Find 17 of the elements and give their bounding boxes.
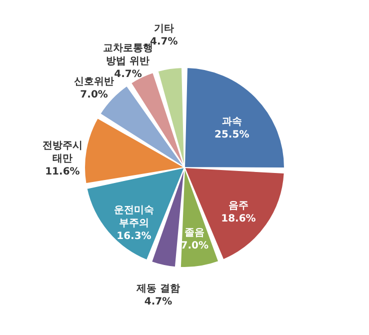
slice-label: 교차로통행 방법 위반 — [102, 43, 153, 68]
slice-label: 음주 — [228, 200, 248, 212]
data-label: 18.6% — [221, 214, 256, 224]
data-label: 11.6% — [45, 166, 80, 178]
slice-label: 제동 결함 — [135, 284, 180, 295]
slice-label: 전방주시 태만 — [42, 140, 82, 165]
data-label: 16.3% — [116, 230, 152, 242]
data-label: 4.7% — [114, 69, 142, 80]
slice-label: 신호위반 — [74, 76, 114, 88]
data-label: 7.0% — [80, 89, 108, 100]
data-label: 4.7% — [144, 296, 172, 308]
data-label: 7.0% — [180, 240, 208, 252]
slice-label: 운전미숙 부주의 — [114, 204, 154, 229]
slice-label: 기타 — [154, 24, 174, 35]
data-label: 25.5% — [214, 130, 250, 141]
slice-label: 과속 — [222, 116, 242, 128]
slice-label: 졸음 — [184, 228, 205, 239]
